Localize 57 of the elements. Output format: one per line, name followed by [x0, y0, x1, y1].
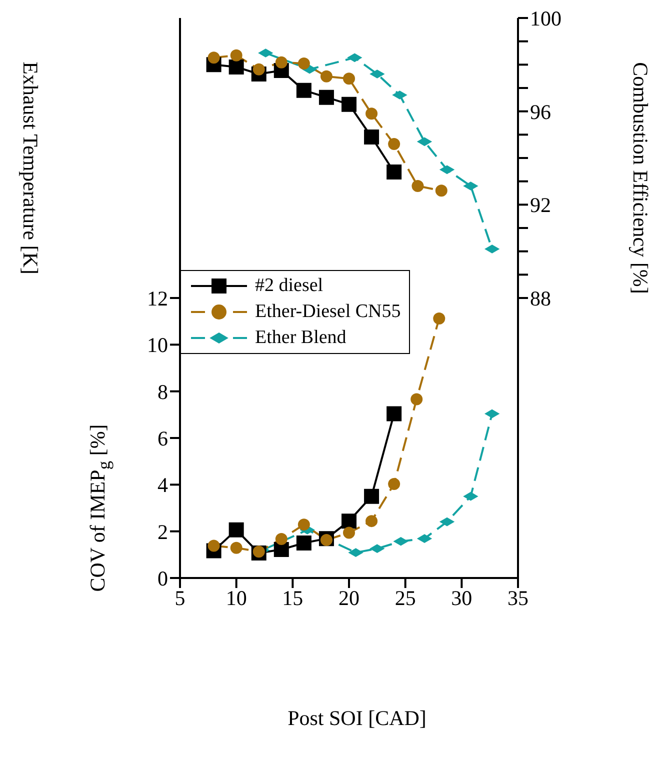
- x-tick-label: 10: [226, 586, 247, 610]
- point: [366, 515, 378, 528]
- y2-tick-label: 88: [530, 286, 551, 310]
- point: [364, 130, 380, 144]
- point: [275, 533, 288, 546]
- point: [318, 90, 334, 105]
- point: [433, 312, 446, 325]
- point: [208, 52, 220, 64]
- y2-axis-title: Combustion Efficiency [%]: [628, 62, 652, 294]
- legend-label: #2 diesel: [255, 275, 324, 297]
- point: [388, 478, 400, 490]
- point: [343, 526, 355, 539]
- point: [230, 542, 242, 554]
- point: [386, 406, 402, 422]
- point: [412, 180, 424, 192]
- text: Exhaust Temperature [K]: [18, 62, 42, 274]
- point: [320, 70, 332, 82]
- y-tick-label: 0: [158, 566, 168, 590]
- legend-label: Ether Blend: [255, 327, 346, 349]
- x-tick-label: 5: [174, 586, 186, 610]
- point: [410, 393, 423, 406]
- y2-tick-label: 96: [530, 100, 551, 124]
- point: [388, 138, 400, 150]
- x-tick-label: 15: [282, 586, 304, 610]
- point: [298, 58, 310, 70]
- y-tick-label: 2: [158, 520, 168, 544]
- point: [342, 96, 356, 112]
- y-tick-label: 4: [158, 473, 168, 498]
- point: [296, 82, 312, 98]
- point: [366, 108, 378, 120]
- y2-tick-label: 92: [530, 193, 551, 218]
- point: [274, 542, 289, 558]
- point: [228, 60, 244, 74]
- point: [230, 49, 242, 62]
- point: [386, 164, 402, 180]
- point: [208, 540, 220, 552]
- point: [252, 546, 265, 558]
- point: [343, 72, 355, 85]
- x-tick-label: 30: [451, 586, 472, 610]
- x-tick-label: 25: [394, 586, 416, 610]
- y2-tick-label: 100: [530, 6, 562, 30]
- point: [342, 514, 356, 529]
- y-tick-label: 10: [147, 333, 168, 358]
- point: [275, 56, 288, 68]
- y-tick-label: 6: [158, 426, 168, 450]
- point: [364, 488, 380, 504]
- x-axis-title: Post SOI [CAD]: [288, 706, 426, 731]
- y-tick-label: 8: [158, 380, 168, 404]
- legend-label: Ether-Diesel CN55: [255, 301, 401, 323]
- x-tick-label: 20: [338, 586, 360, 610]
- point: [296, 536, 312, 550]
- point: [228, 522, 244, 538]
- point: [252, 63, 265, 76]
- x-tick-label: 35: [508, 586, 528, 610]
- y-tick-label: 12: [147, 286, 168, 310]
- point: [298, 518, 310, 531]
- point: [435, 184, 448, 197]
